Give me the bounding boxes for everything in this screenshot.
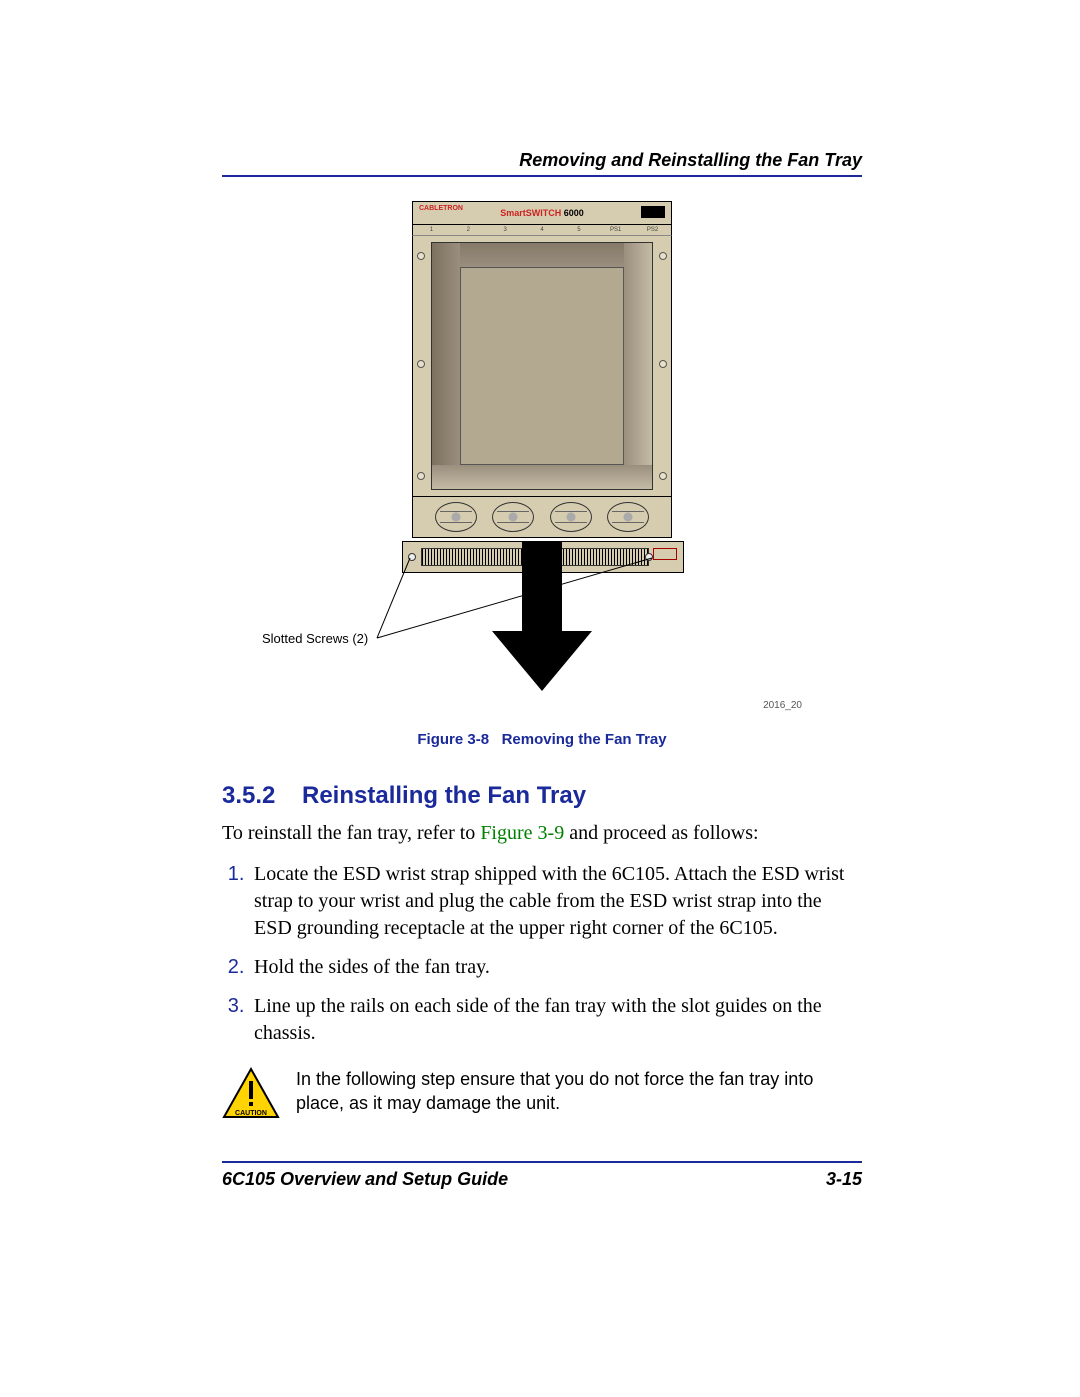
figure-caption: Figure 3-8 Removing the Fan Tray xyxy=(222,731,862,748)
slot-number-row: 1 2 3 4 5 PS1 PS2 xyxy=(412,225,672,236)
caution-text: In the following step ensure that you do… xyxy=(296,1067,862,1116)
figure-title: Removing the Fan Tray xyxy=(502,731,667,748)
image-code: 2016_20 xyxy=(763,700,802,711)
chassis-cavity xyxy=(431,242,653,490)
svg-text:CAUTION: CAUTION xyxy=(235,1110,267,1117)
section-title: Reinstalling the Fan Tray xyxy=(302,782,586,809)
chassis-top-panel: CABLETRON SmartSWITCH 6000 xyxy=(412,201,672,225)
steps-list: Locate the ESD wrist strap shipped with … xyxy=(222,861,862,1047)
caution-icon: CAUTION xyxy=(222,1067,280,1121)
page-footer: 6C105 Overview and Setup Guide 3-15 xyxy=(222,1161,862,1190)
model-badge xyxy=(641,206,665,218)
brand-label: CABLETRON xyxy=(419,205,463,212)
fan-icon xyxy=(435,502,477,532)
step-item: Hold the sides of the fan tray. xyxy=(250,954,862,981)
figure-3-8: CABLETRON SmartSWITCH 6000 1 2 3 4 5 PS1… xyxy=(222,201,862,721)
footer-page-number: 3-15 xyxy=(826,1169,862,1190)
fan-icon xyxy=(492,502,534,532)
switch-label: SmartSWITCH 6000 xyxy=(500,208,584,218)
callout-label: Slotted Screws (2) xyxy=(262,631,368,646)
screw-hole-icon xyxy=(417,252,425,260)
step-item: Line up the rails on each side of the fa… xyxy=(250,993,862,1047)
screw-hole-icon xyxy=(417,472,425,480)
fan-plate xyxy=(412,497,672,538)
fan-icon xyxy=(607,502,649,532)
section-heading: 3.5.2Reinstalling the Fan Tray xyxy=(222,782,862,810)
step-item: Locate the ESD wrist strap shipped with … xyxy=(250,861,862,942)
section-number: 3.5.2 xyxy=(222,782,302,810)
chassis-illustration: CABLETRON SmartSWITCH 6000 1 2 3 4 5 PS1… xyxy=(412,201,672,538)
fan-icon xyxy=(550,502,592,532)
chassis-body xyxy=(412,236,672,497)
screw-hole-icon xyxy=(417,360,425,368)
screw-hole-icon xyxy=(659,360,667,368)
running-header: Removing and Reinstalling the Fan Tray xyxy=(222,150,862,177)
footer-doc-title: 6C105 Overview and Setup Guide xyxy=(222,1169,508,1190)
screw-hole-icon xyxy=(659,472,667,480)
figure-number: Figure 3-8 xyxy=(417,731,489,748)
screw-hole-icon xyxy=(659,252,667,260)
figure-xref[interactable]: Figure 3-9 xyxy=(480,822,564,844)
caution-block: CAUTION In the following step ensure tha… xyxy=(222,1067,862,1121)
page-content: Removing and Reinstalling the Fan Tray C… xyxy=(222,150,862,1190)
callout-leader-lines xyxy=(262,551,662,641)
intro-paragraph: To reinstall the fan tray, refer to Figu… xyxy=(222,820,862,847)
